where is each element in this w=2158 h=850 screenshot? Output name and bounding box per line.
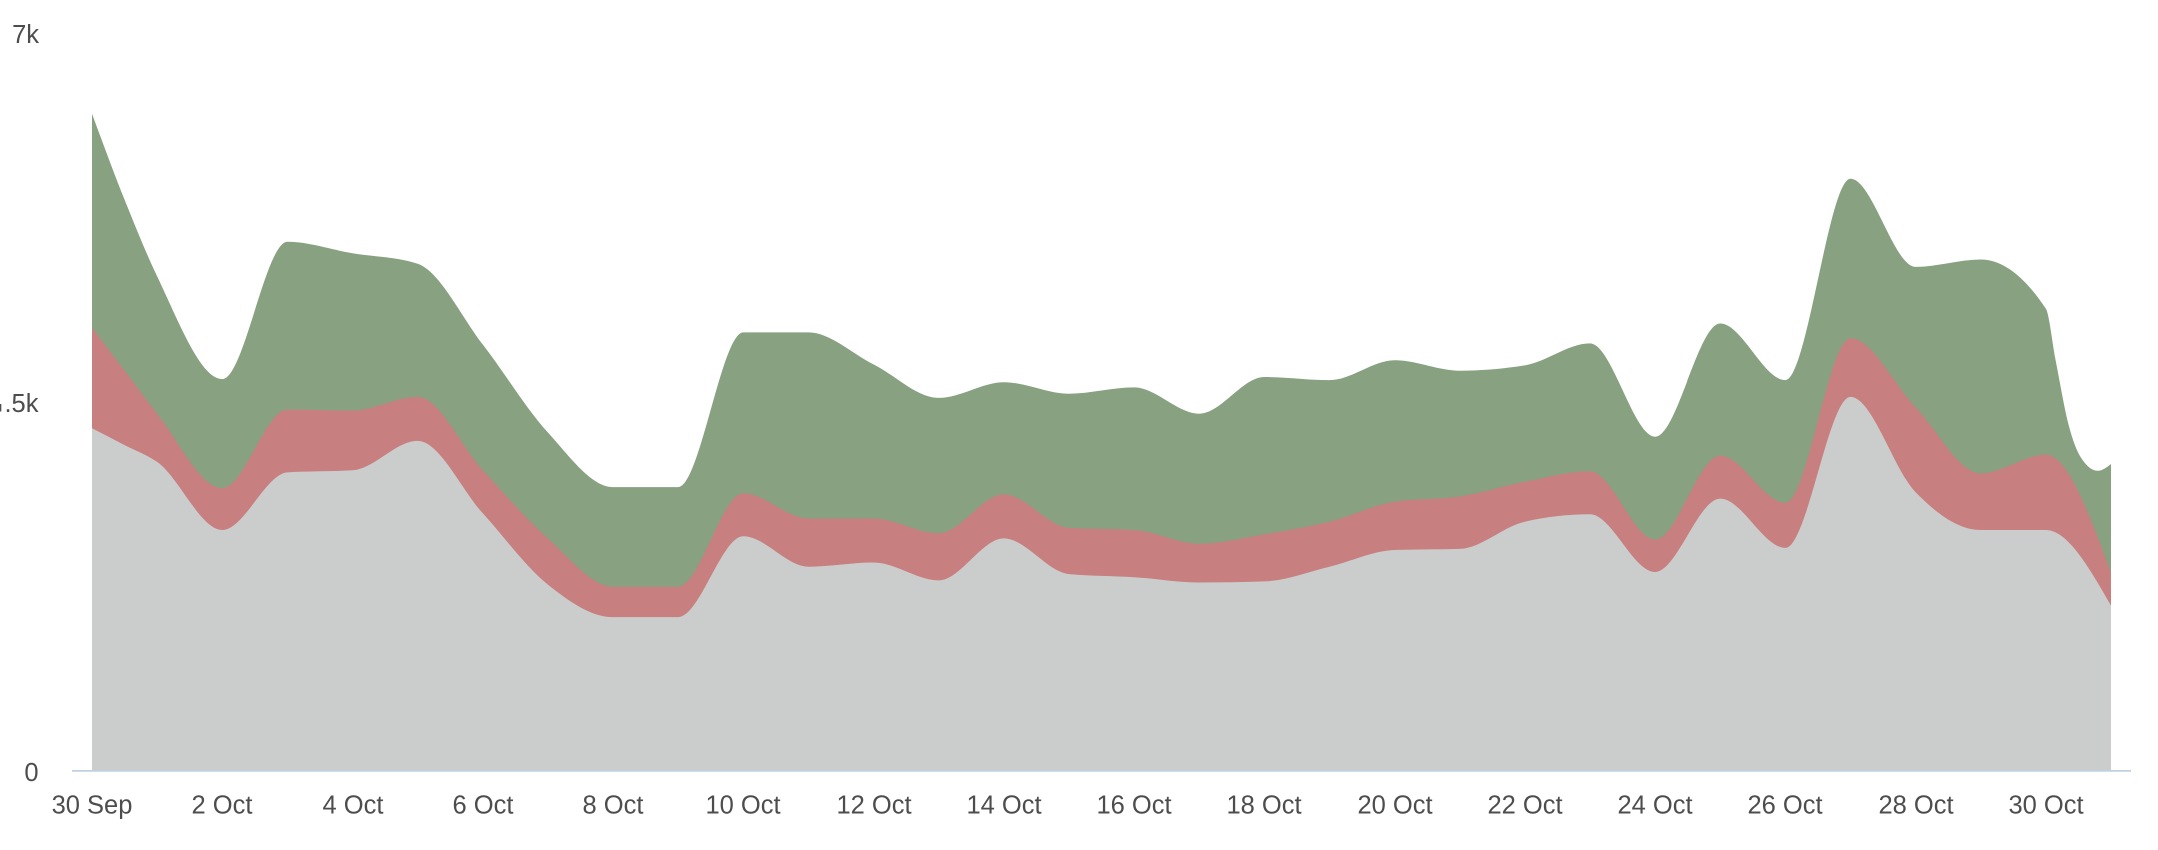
svg-text:6 Oct: 6 Oct <box>453 792 514 820</box>
svg-text:22 Oct: 22 Oct <box>1487 792 1562 820</box>
svg-text:30 Sep: 30 Sep <box>52 792 133 820</box>
svg-text:28 Oct: 28 Oct <box>1878 792 1953 820</box>
svg-text:26 Oct: 26 Oct <box>1747 792 1822 820</box>
svg-text:16 Oct: 16 Oct <box>1096 792 1171 820</box>
svg-text:20 Oct: 20 Oct <box>1357 792 1432 820</box>
svg-text:30 Oct: 30 Oct <box>2008 792 2083 820</box>
svg-text:7k: 7k <box>12 21 39 49</box>
svg-text:2 Oct: 2 Oct <box>192 792 253 820</box>
svg-text:24 Oct: 24 Oct <box>1617 792 1692 820</box>
svg-text:10 Oct: 10 Oct <box>705 792 780 820</box>
svg-text:0: 0 <box>24 759 38 787</box>
svg-text:8 Oct: 8 Oct <box>583 792 644 820</box>
svg-text:12 Oct: 12 Oct <box>836 792 911 820</box>
svg-text:14 Oct: 14 Oct <box>966 792 1041 820</box>
svg-text:18 Oct: 18 Oct <box>1226 792 1301 820</box>
svg-text:.5k: .5k <box>4 390 38 418</box>
svg-text:4 Oct: 4 Oct <box>323 792 384 820</box>
